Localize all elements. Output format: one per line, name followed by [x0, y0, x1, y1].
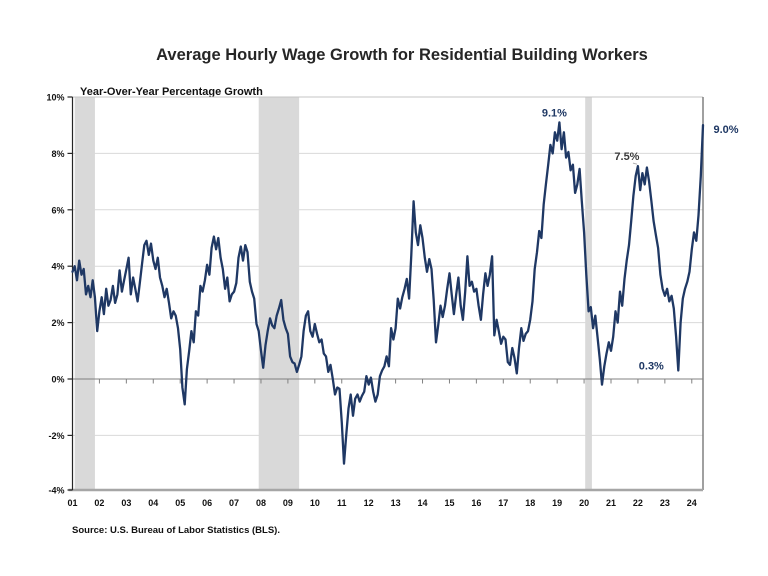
y-axis-label: -2% [48, 431, 64, 441]
x-axis-label: 10 [310, 498, 320, 508]
annotation-leader-line [632, 162, 638, 165]
annotation-9.0%: 9.0% [713, 124, 738, 136]
y-axis-label: 8% [51, 149, 64, 159]
x-axis-label: 23 [660, 498, 670, 508]
x-axis-label: 21 [606, 498, 616, 508]
chart-subtitle: Year-Over-Year Percentage Growth [80, 86, 263, 98]
annotation-0.3%: 0.3% [639, 361, 664, 373]
x-axis-label: 09 [283, 498, 293, 508]
x-axis-label: 12 [364, 498, 374, 508]
x-axis-label: 06 [202, 498, 212, 508]
y-axis-label: 2% [51, 318, 64, 328]
axis-labels-layer: 10% 8% 6% 4% 2% 0% -2% -4%01 02 03 04 05 06 07 08 09 10 1… [46, 93, 696, 509]
x-axis-label: 02 [94, 498, 104, 508]
x-axis-label: 07 [229, 498, 239, 508]
annotation-7.5%: 7.5% [614, 151, 639, 163]
x-axis-label: 05 [175, 498, 185, 508]
recession-bands-layer [74, 97, 592, 490]
x-axis-label: 24 [687, 498, 697, 508]
x-axis-label: 20 [579, 498, 589, 508]
chart-title: Average Hourly Wage Growth for Residenti… [156, 46, 648, 64]
wage-growth-line [71, 121, 705, 465]
y-axis-label: -4% [48, 486, 64, 496]
x-axis-label: 13 [391, 498, 401, 508]
recession-band [258, 97, 300, 490]
y-axis-label: 0% [51, 375, 64, 385]
y-axis-label: 6% [51, 205, 64, 215]
source-note: Source: U.S. Bureau of Labor Statistics … [72, 525, 280, 536]
annotation-9.1%: 9.1% [542, 107, 567, 119]
x-axis-label: 18 [525, 498, 535, 508]
x-axis-label: 17 [498, 498, 508, 508]
x-axis-label: 14 [418, 498, 428, 508]
x-axis-label: 08 [256, 498, 266, 508]
x-axis-label: 22 [633, 498, 643, 508]
x-axis-label: 03 [121, 498, 131, 508]
x-axis-label: 16 [471, 498, 481, 508]
x-axis-label: 11 [337, 498, 347, 508]
annotations-layer: 9.1% 7.5% 0.3% 9.0% [542, 107, 739, 372]
data-line-layer [71, 121, 705, 465]
y-axis-label: 10% [46, 93, 64, 103]
y-axis-label: 4% [51, 262, 64, 272]
x-axis-label: 15 [444, 498, 454, 508]
x-axis-label: 04 [148, 498, 158, 508]
x-axis-label: 01 [67, 498, 77, 508]
x-axis-label: 19 [552, 498, 562, 508]
